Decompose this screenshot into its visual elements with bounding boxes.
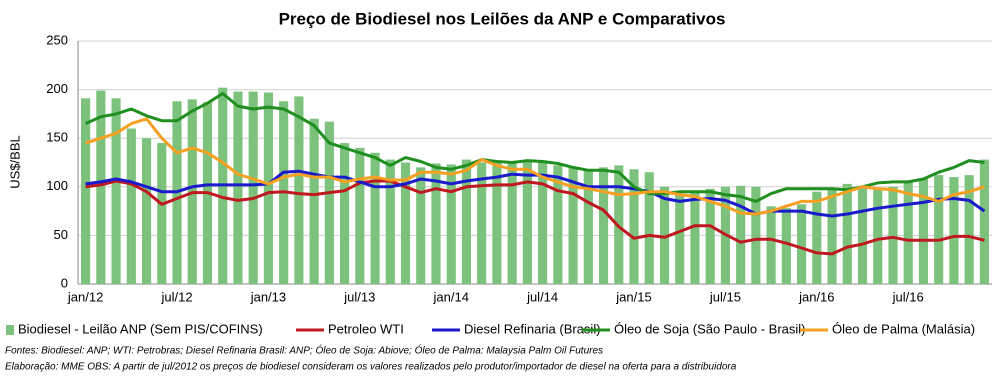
legend-label: Diesel Refinaria (Brasil)	[464, 321, 601, 336]
legend-label: Óleo de Soja (São Paulo - Brasil)	[614, 321, 805, 336]
bar	[446, 164, 456, 284]
bar	[522, 160, 532, 284]
x-tick-label: jul/13	[343, 289, 375, 304]
bar	[141, 138, 152, 284]
bar	[538, 161, 548, 284]
bar	[598, 167, 609, 284]
bar	[126, 128, 136, 284]
bar	[507, 162, 517, 284]
legend-label: Óleo de Palma (Malásia)	[832, 321, 975, 336]
x-tick-label: jul/15	[709, 289, 741, 304]
bar	[918, 179, 929, 284]
y-axis-label: US$/BBL	[7, 135, 22, 188]
x-tick-label: jul/12	[160, 289, 192, 304]
line-series	[84, 92, 985, 203]
bar	[629, 169, 639, 284]
x-tick-label: jan/15	[615, 289, 651, 304]
y-tick-label: 150	[46, 130, 68, 145]
bar	[324, 121, 334, 285]
bar	[81, 98, 91, 285]
legend-label: Petroleo WTI	[328, 321, 404, 336]
bar	[949, 177, 959, 284]
bar	[873, 189, 883, 284]
y-tick-label: 250	[46, 32, 68, 47]
bar	[263, 92, 273, 285]
bar	[751, 186, 761, 284]
line-series	[85, 169, 986, 218]
bar	[690, 191, 700, 284]
chart-title: Preço de Biodiesel nos Leilões da ANP e …	[279, 9, 726, 28]
x-tick-label: jul/14	[526, 289, 558, 304]
x-tick-label: jul/16	[892, 289, 924, 304]
bar	[888, 186, 898, 284]
bar	[705, 188, 715, 284]
bar	[903, 181, 913, 284]
bar	[827, 188, 837, 284]
legend-label: Biodiesel - Leilão ANP (Sem PIS/COFINS)	[18, 321, 263, 336]
bar	[812, 191, 822, 284]
bar	[461, 159, 472, 284]
bar	[797, 204, 807, 284]
x-tick-label: jan/12	[67, 289, 103, 304]
bar	[111, 98, 121, 285]
bar	[644, 172, 654, 284]
bar	[979, 159, 989, 284]
x-tick-label: jan/14	[433, 289, 469, 304]
bar	[233, 91, 243, 284]
bar	[431, 163, 441, 284]
legend-swatch	[6, 325, 14, 335]
y-tick-label: 0	[61, 275, 68, 290]
bar	[477, 162, 487, 284]
x-tick-label: jan/16	[798, 289, 834, 304]
bar	[659, 186, 670, 284]
footnote: Elaboração: MME OBS: A partir de jul/201…	[5, 362, 737, 373]
line-series	[85, 117, 985, 216]
bar	[400, 162, 411, 284]
bar	[385, 159, 395, 284]
bar	[781, 208, 791, 284]
bar	[675, 194, 685, 284]
bar	[964, 175, 974, 284]
bar	[355, 147, 365, 284]
bar	[492, 160, 502, 284]
y-tick-label: 100	[46, 178, 68, 193]
bar	[416, 167, 426, 284]
bar	[842, 183, 852, 284]
bar	[568, 167, 578, 284]
bar	[309, 118, 319, 284]
source-note: Fontes: Biodiesel: ANP; WTI: Petrobras; …	[5, 344, 603, 357]
bar	[583, 169, 593, 284]
bar	[553, 165, 563, 284]
bar	[96, 90, 106, 285]
bar	[857, 186, 868, 284]
bar	[248, 91, 258, 284]
y-tick-label: 50	[54, 227, 68, 242]
bar	[370, 152, 380, 284]
bar	[294, 96, 304, 285]
line-series	[85, 179, 985, 256]
bar	[766, 206, 776, 284]
bar	[340, 143, 350, 284]
bar	[934, 175, 944, 284]
bar	[736, 185, 746, 284]
x-tick-label: jan/13	[250, 289, 286, 304]
bar	[157, 143, 167, 284]
y-tick-label: 200	[46, 81, 68, 96]
